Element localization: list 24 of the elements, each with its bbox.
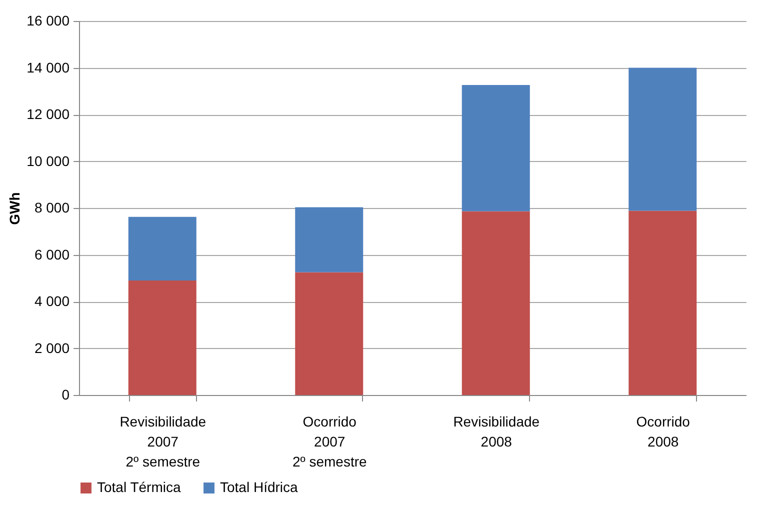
y-axis-title: GWh (6, 192, 23, 225)
y-tick-label: 0 (62, 386, 70, 402)
y-tick-label: 12 000 (26, 106, 70, 122)
y-tick-label: 8 000 (34, 200, 70, 216)
y-tick-label: 10 000 (26, 152, 70, 169)
x-tick-label: Revisibilidade 2007 2º semestre (120, 414, 206, 470)
bar (462, 85, 530, 212)
y-tick-label: 14 000 (26, 59, 70, 76)
bar (628, 68, 697, 211)
legend-label: Total Hídrica (220, 479, 298, 495)
bar (295, 272, 364, 395)
bar (128, 216, 196, 280)
x-tick-label: Ocorrido 2008 (636, 414, 690, 450)
y-tick-label: 6 000 (34, 246, 70, 262)
y-tick-label: 16 000 (26, 12, 70, 28)
legend-label: Total Térmica (97, 479, 181, 495)
y-tick-label: 4 000 (34, 293, 70, 309)
x-tick-label: Ocorrido 2007 2º semestre (292, 414, 368, 470)
bar (128, 280, 196, 395)
bar (295, 207, 364, 272)
y-tick-label: 2 000 (34, 340, 70, 356)
bar (462, 211, 530, 395)
x-tick-label: Revisibilidade 2008 (453, 414, 540, 450)
bar (628, 210, 697, 395)
